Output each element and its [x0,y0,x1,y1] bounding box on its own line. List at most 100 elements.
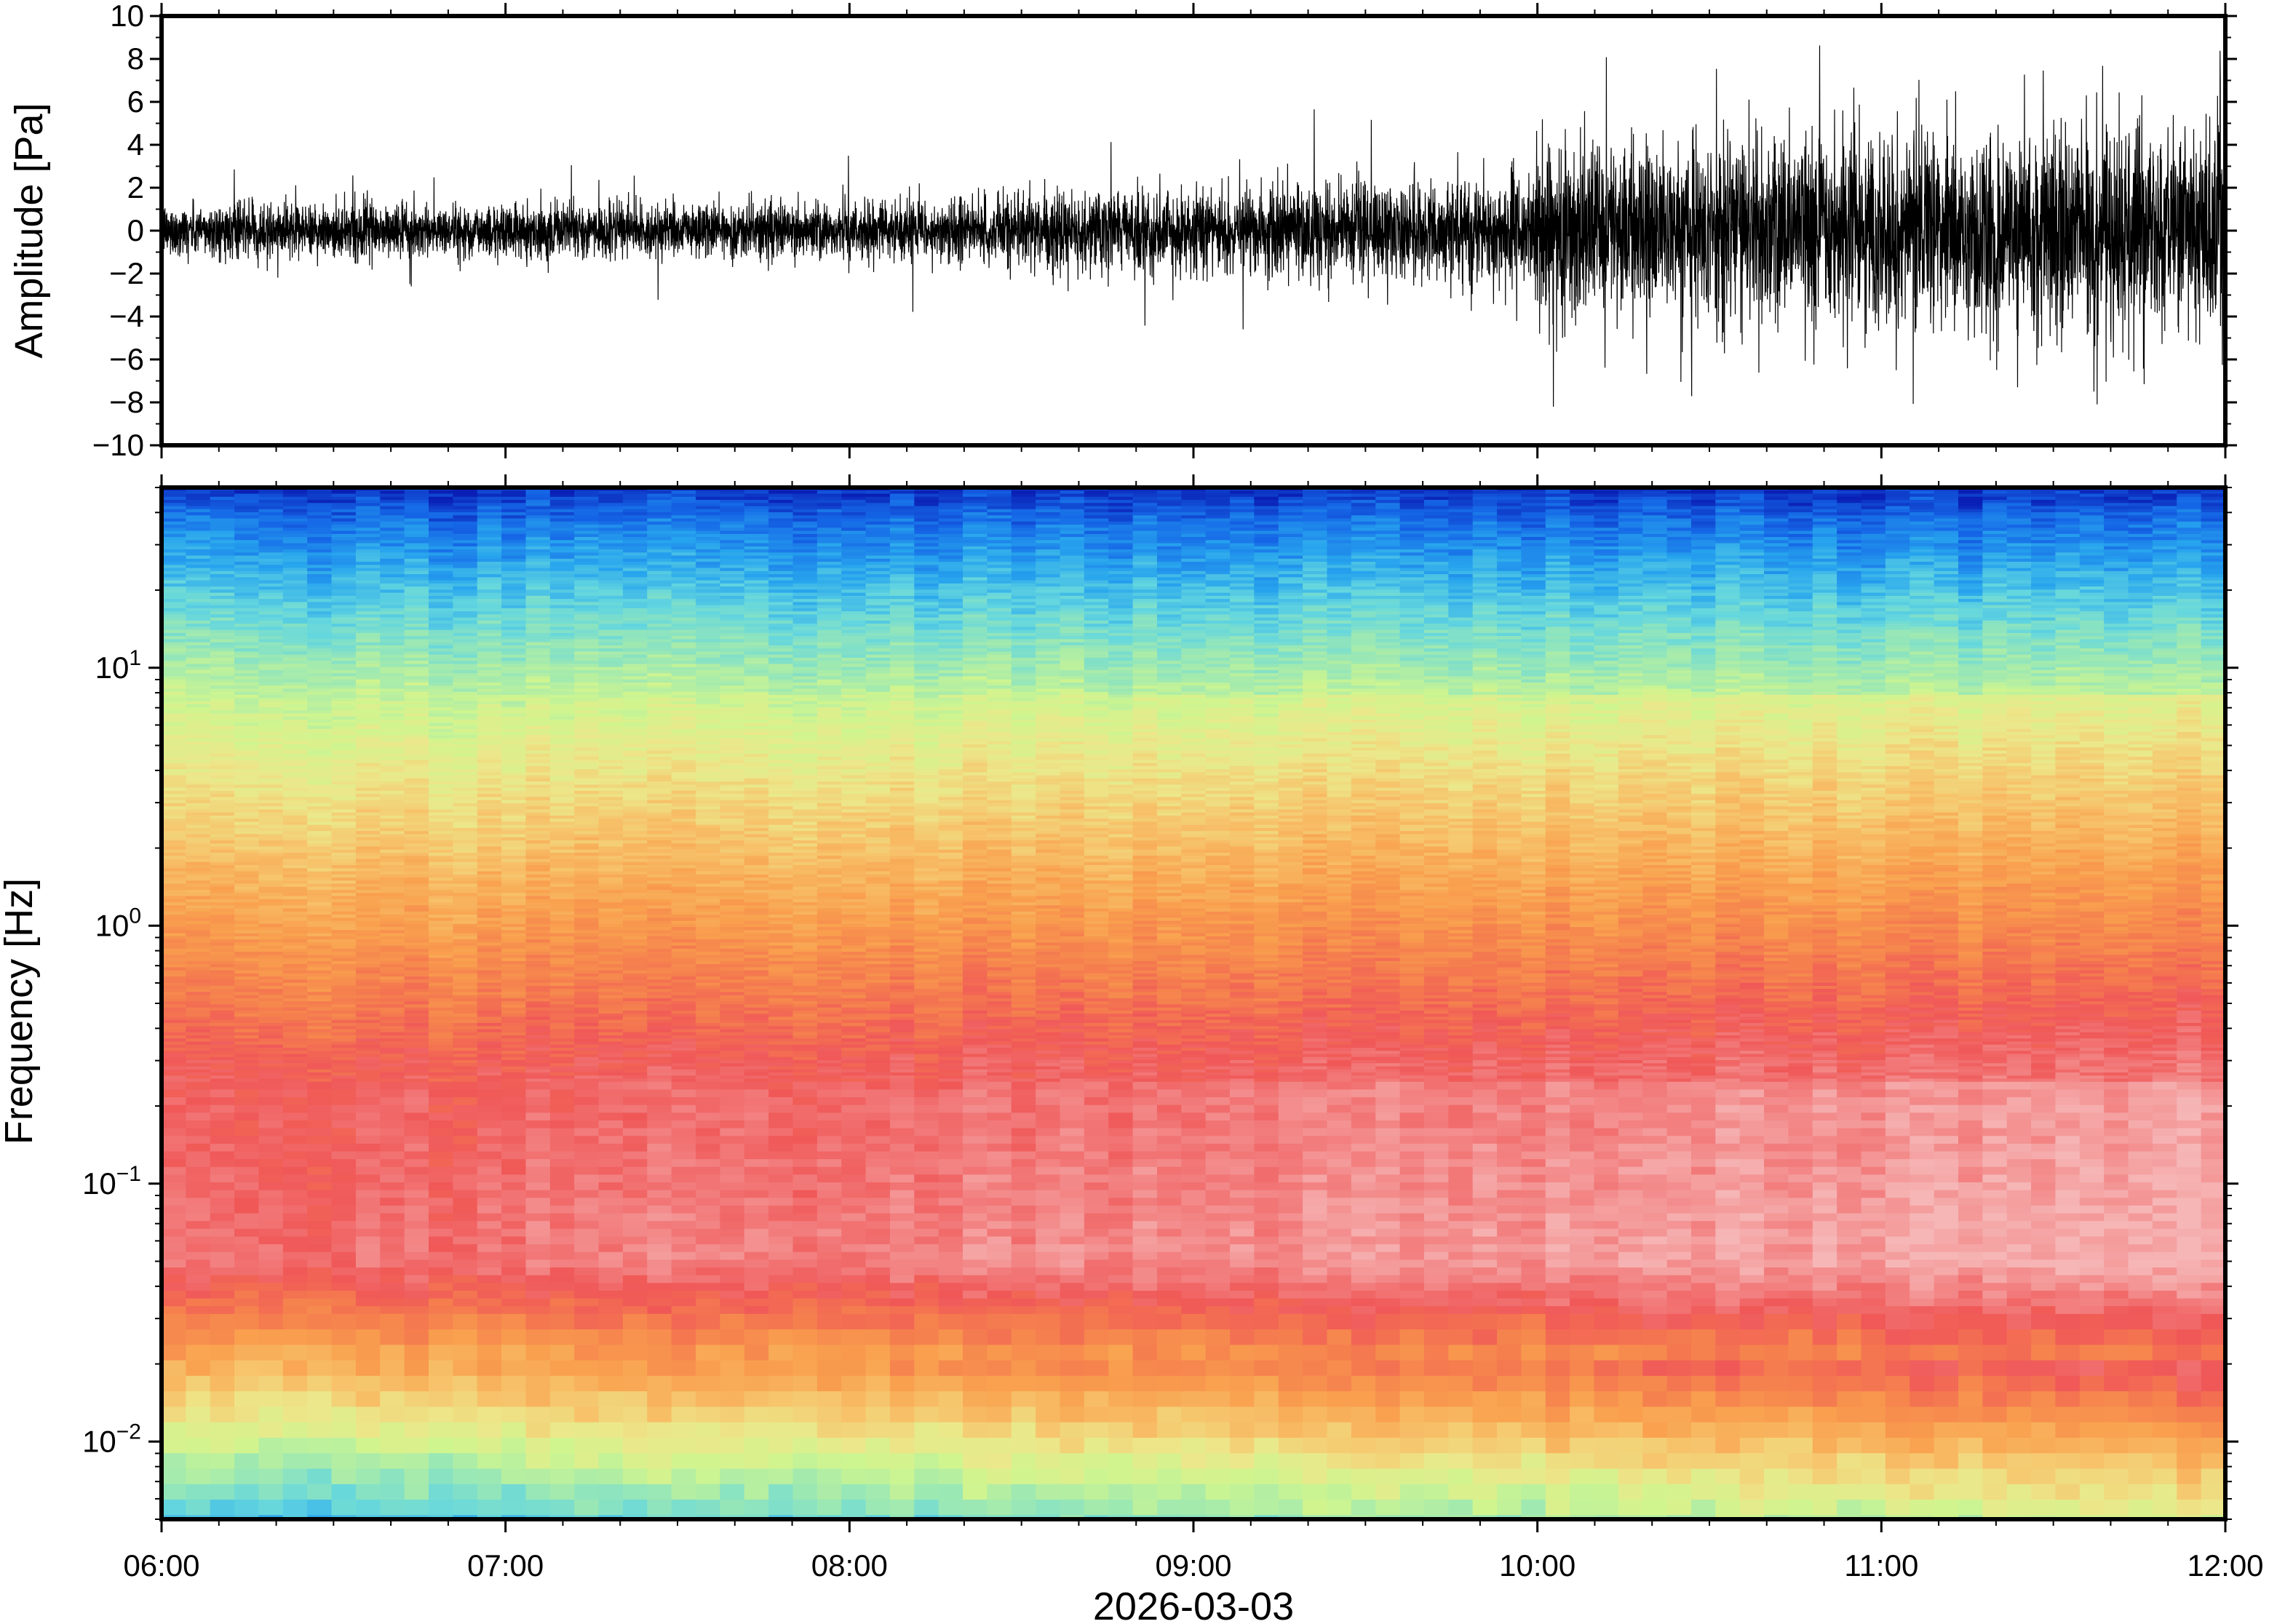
spectrogram-cell [623,1283,648,1291]
spectrogram-cell [501,1376,526,1392]
spectrogram-cell [380,1136,405,1144]
spectrogram-cell [332,1236,357,1244]
spectrogram-cell [234,1299,259,1307]
spectrogram-cell [162,1267,186,1275]
spectrogram-cell [332,1121,357,1129]
spectrogram-cell [623,1151,648,1159]
spectrogram-cell [210,1391,235,1407]
spectrogram-cell [307,1198,332,1206]
spectrogram-cell [453,1105,477,1113]
spectrogram-cell [453,1198,477,1206]
spectrogram-cell [283,1267,308,1275]
spectrogram-cell [623,1221,648,1229]
spectrogram-cell [162,1097,186,1105]
spectrogram-cell [623,1129,648,1137]
spectrogram-cell [623,1345,648,1361]
spectrogram-cell [599,1097,624,1105]
spectrogram-cell [405,1174,429,1182]
spectrogram-cell [453,1129,477,1137]
spectrogram-cell [283,1174,308,1182]
spectrogram-cell [574,1174,599,1182]
spectrogram-cell [283,1244,308,1252]
spectrogram-cell [186,1174,210,1182]
spectrogram-cell [258,1112,283,1121]
spectrogram-cell [477,1314,502,1330]
spectrogram-cell [574,1500,599,1516]
spectrogram-cell [162,1275,186,1283]
spectrogram-cell [210,1144,235,1152]
spectrogram-cell [210,1229,235,1237]
spectrogram-cell [501,1252,526,1260]
spectrogram-cell [258,1283,283,1291]
spectrogram-cell [210,1453,235,1469]
spectrogram-cell [332,1244,357,1252]
spectrogram-cell [283,1144,308,1152]
spectrogram-cell [429,1267,453,1275]
spectrogram-cell [162,1151,186,1159]
spectrogram-cell [380,1345,405,1361]
spectrogram-cell [380,1275,405,1283]
spectrogram-cell [599,1151,624,1159]
spectrogram-cell [258,1121,283,1129]
spectrogram-cell [258,1438,283,1454]
spectrogram-cell [307,1252,332,1260]
spectrogram-cell [332,1291,357,1299]
spectrogram-cell [332,1105,357,1113]
spectrogram-cell [210,1097,235,1105]
spectrogram-cell [477,1214,502,1222]
spectrogram-cell [186,1422,210,1438]
spectrogram-cell [477,1244,502,1252]
spectrogram-cell [453,1089,477,1097]
spectrogram-cell [210,1275,235,1283]
spectrogram-cell [574,1214,599,1222]
spectrogram-cell [501,1484,526,1500]
spectrogram-cell [501,1361,526,1377]
spectrogram-cell [380,1438,405,1454]
spectrogram-cell [599,1500,624,1516]
spectrogram-cell [550,1097,575,1105]
spectrogram-cell [283,1484,308,1500]
spectrogram-cell [574,1182,599,1190]
spectrogram-cell [550,1159,575,1167]
spectrogram-cell [405,1500,429,1516]
spectrogram-cell [234,1129,259,1137]
spectrogram-cell [623,1182,648,1190]
spectrogram-cell [356,1190,381,1198]
spectrogram-cell [162,1361,186,1377]
spectrogram-cell [380,1206,405,1214]
spectrogram-cell [429,1252,453,1260]
spectrogram-cell [162,1105,186,1113]
spectrogram-cell [210,1167,235,1175]
spectrogram-cell [599,1105,624,1113]
spectrogram-cell [380,1082,405,1090]
spectrogram-cell [307,1182,332,1190]
spectrogram-cell [258,1159,283,1167]
spectrogram-cell [574,1391,599,1407]
spectrogram-cell [332,1082,357,1090]
spectrogram-cell [307,1406,332,1422]
spectrogram-cell [599,1190,624,1198]
spectrogram-cell [405,1361,429,1377]
spectrogram-cell [258,1182,283,1190]
spectrogram-cell [258,1082,283,1090]
spectrogram-cell [429,1151,453,1159]
spectrogram-cell [525,1275,550,1283]
spectrogram-cell [332,1267,357,1275]
spectrogram-cell [210,1406,235,1422]
spectrogram-cell [186,1438,210,1454]
spectrogram-cell [623,1159,648,1167]
spectrogram-cell [623,1236,648,1244]
spectrogram-cell [356,1206,381,1214]
spectrogram-cell [405,1236,429,1244]
spectrogram-cell [550,1089,575,1097]
spectrogram-cell [234,1267,259,1275]
spectrogram-cell [501,1159,526,1167]
spectrogram-cell [162,1259,186,1267]
spectrogram-cell [332,1221,357,1229]
spectrogram-cell [162,1136,186,1144]
spectrogram-cell [283,1453,308,1469]
spectrogram-cell [477,1329,502,1345]
spectrogram-cell [307,1121,332,1129]
spectrogram-cell [380,1291,405,1299]
spectrogram-cell [283,1391,308,1407]
